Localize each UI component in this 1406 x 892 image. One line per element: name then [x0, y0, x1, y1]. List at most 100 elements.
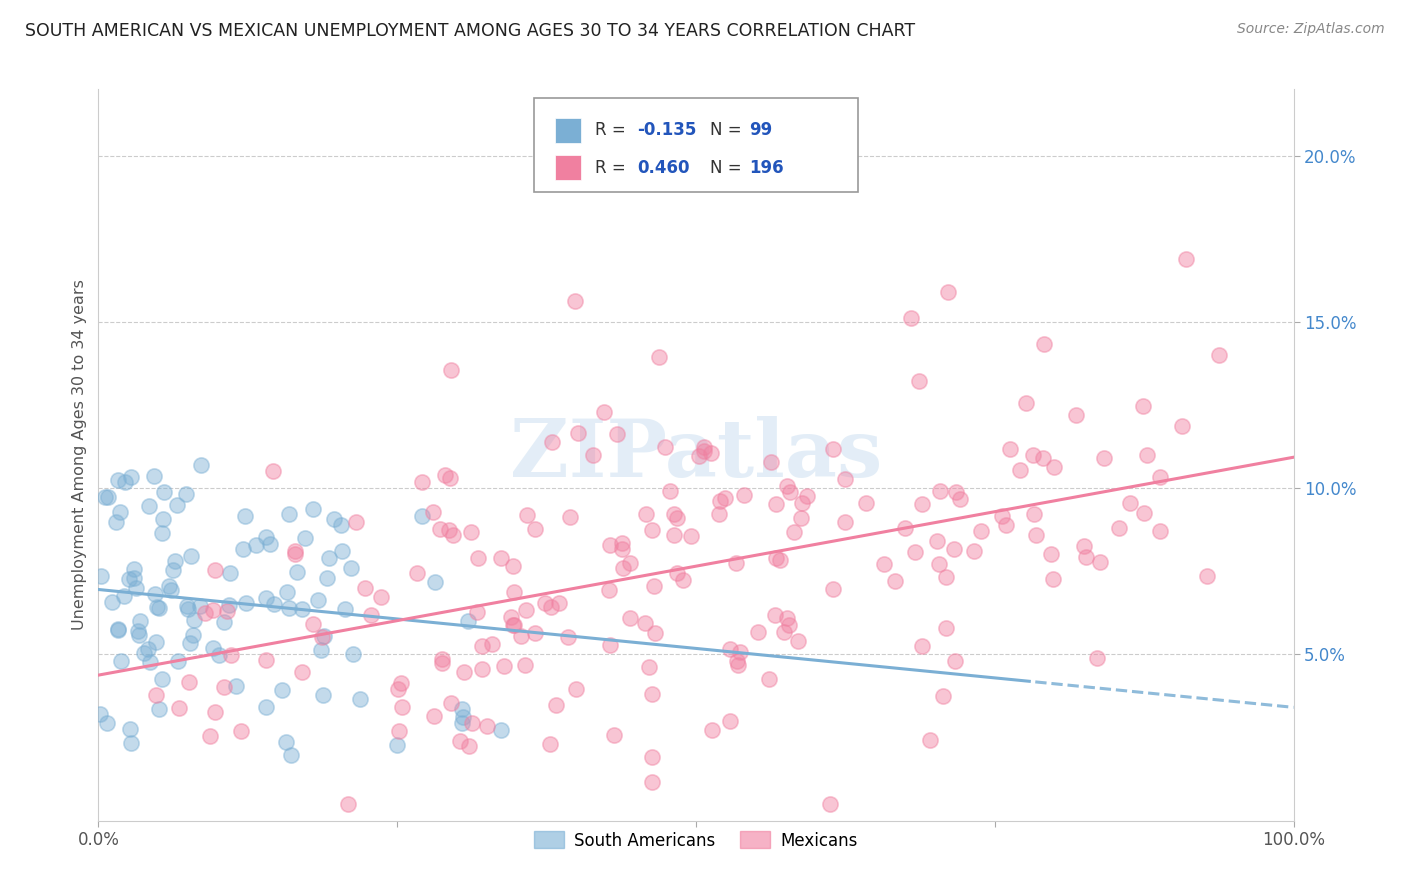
Point [612, 542, 634, 557]
Point [101, 595, 124, 609]
Point [733, 487, 755, 501]
Point [471, 662, 494, 676]
Point [1208, 348, 1230, 362]
Text: ZIPatlas: ZIPatlas [510, 416, 882, 494]
Point [309, 643, 332, 657]
Point [302, 502, 325, 516]
Point [693, 444, 716, 458]
Point [411, 475, 433, 489]
Point [759, 455, 782, 469]
Point [681, 529, 703, 543]
Point [322, 512, 344, 526]
Point [422, 505, 444, 519]
Point [150, 525, 173, 540]
Point [672, 574, 695, 588]
Point [122, 571, 145, 585]
Point [370, 591, 392, 605]
Point [538, 737, 561, 751]
Point [1040, 547, 1063, 561]
Point [598, 582, 620, 597]
Point [1032, 336, 1054, 351]
Point [1032, 451, 1054, 466]
Point [107, 622, 129, 636]
Point [541, 434, 564, 449]
Point [284, 547, 307, 561]
Point [458, 739, 481, 753]
Point [949, 492, 972, 507]
Point [202, 603, 225, 617]
Point [747, 624, 769, 639]
Point [457, 614, 479, 628]
Point [440, 696, 463, 710]
Point [423, 708, 446, 723]
Point [1010, 463, 1032, 477]
Point [911, 497, 934, 511]
Point [278, 507, 301, 521]
Point [1022, 448, 1045, 462]
Point [360, 607, 382, 622]
Point [90, 568, 112, 582]
Point [834, 472, 856, 486]
Point [873, 557, 896, 571]
Point [411, 508, 433, 523]
Point [1132, 506, 1154, 520]
Point [641, 774, 664, 789]
Point [855, 496, 877, 510]
Point [970, 524, 993, 538]
Point [606, 426, 628, 441]
Point [311, 630, 333, 644]
Point [165, 554, 187, 568]
Point [758, 672, 780, 686]
Point [124, 582, 146, 596]
Point [911, 639, 934, 653]
Text: -0.135: -0.135 [637, 121, 696, 139]
Point [423, 574, 446, 589]
Point [330, 543, 353, 558]
Point [1195, 569, 1218, 583]
Point [122, 562, 145, 576]
Point [641, 750, 664, 764]
Point [114, 475, 136, 489]
Point [1118, 496, 1140, 510]
Point [179, 636, 201, 650]
Point [773, 625, 796, 640]
Point [145, 688, 167, 702]
Text: 196: 196 [749, 159, 785, 177]
Point [494, 658, 516, 673]
Point [1042, 572, 1064, 586]
Point [121, 470, 143, 484]
Point [188, 599, 211, 613]
Point [700, 446, 723, 460]
Point [1043, 459, 1066, 474]
Point [105, 515, 128, 529]
Point [943, 654, 966, 668]
Point [254, 591, 277, 605]
Point [1132, 399, 1154, 413]
Point [720, 642, 742, 657]
Point [107, 624, 129, 638]
Point [294, 531, 316, 545]
Point [225, 679, 247, 693]
Point [176, 599, 198, 614]
Point [619, 611, 641, 625]
Point [499, 610, 522, 624]
Point [307, 592, 329, 607]
Point [963, 543, 986, 558]
Point [1025, 528, 1047, 542]
Point [768, 553, 790, 567]
Point [162, 563, 184, 577]
Point [643, 579, 665, 593]
Point [659, 484, 682, 499]
Point [1074, 550, 1097, 565]
Point [179, 675, 201, 690]
Point [430, 651, 453, 665]
Point [666, 511, 689, 525]
Point [262, 464, 284, 478]
Point [513, 658, 536, 673]
Point [451, 701, 474, 715]
Point [245, 538, 267, 552]
Point [152, 512, 174, 526]
Point [218, 598, 240, 612]
Point [231, 724, 253, 739]
Point [218, 566, 240, 580]
